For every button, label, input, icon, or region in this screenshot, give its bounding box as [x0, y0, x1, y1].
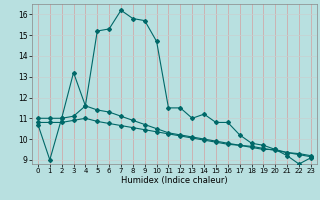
- X-axis label: Humidex (Indice chaleur): Humidex (Indice chaleur): [121, 176, 228, 185]
